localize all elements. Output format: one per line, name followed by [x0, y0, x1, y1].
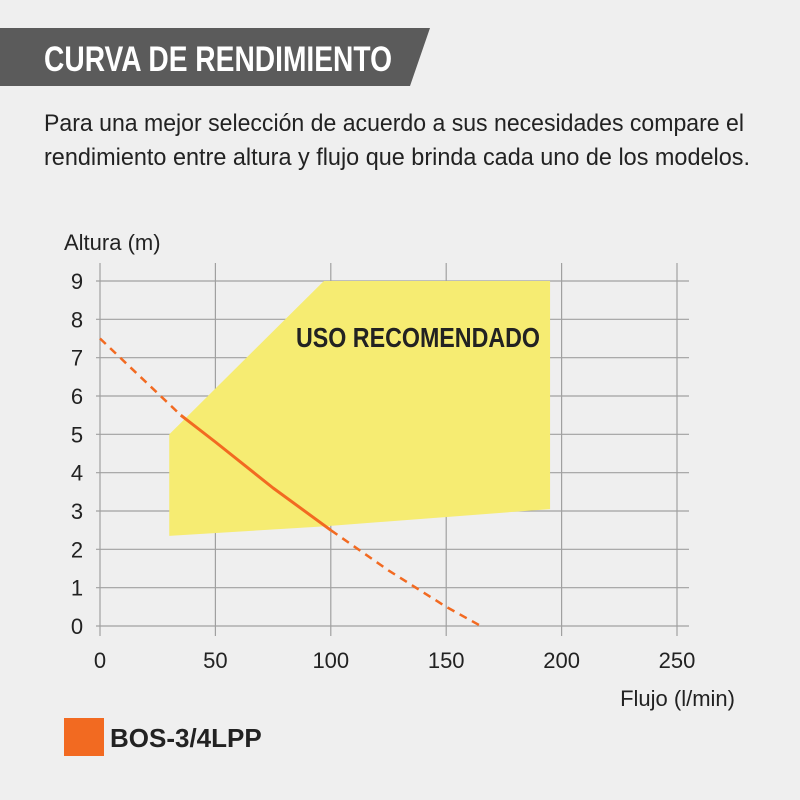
y-tick-label: 3 — [71, 499, 83, 524]
x-tick-label: 150 — [428, 648, 465, 673]
title-banner — [0, 28, 430, 86]
y-tick-label: 5 — [71, 422, 83, 447]
series-dashed-end — [330, 529, 482, 628]
description-line-2: rendimiento entre altura y flujo que bri… — [44, 144, 750, 171]
y-axis-label: Altura (m) — [64, 230, 161, 255]
series-dashed-start — [99, 337, 182, 417]
x-axis-label: Flujo (l/min) — [620, 686, 735, 711]
x-tick-label: 50 — [203, 648, 227, 673]
description-line-1: Para una mejor selección de acuerdo a su… — [44, 110, 744, 137]
y-tick-label: 8 — [71, 307, 83, 332]
y-tick-label: 6 — [71, 384, 83, 409]
legend-swatch — [64, 718, 104, 756]
y-tick-label: 4 — [71, 461, 83, 486]
recommended-zone-group: USO RECOMENDADO — [169, 281, 551, 536]
x-tick-label: 100 — [312, 648, 349, 673]
series-group — [99, 337, 482, 628]
y-tick-label: 2 — [71, 537, 83, 562]
y-tick-labels: 0 1 2 3 4 5 6 7 8 9 — [71, 269, 83, 639]
x-tick-label: 0 — [94, 648, 106, 673]
recommended-zone-label: USO RECOMENDADO — [296, 322, 540, 353]
legend-label: BOS-3/4LPP — [110, 723, 262, 753]
x-tick-label: 250 — [659, 648, 696, 673]
y-tick-label: 9 — [71, 269, 83, 294]
y-tick-label: 0 — [71, 614, 83, 639]
recommended-zone — [169, 281, 551, 536]
x-tick-labels: 0 50 100 150 200 250 — [94, 648, 695, 673]
y-tick-label: 1 — [71, 576, 83, 601]
page-title: CURVA DE RENDIMIENTO — [44, 40, 392, 79]
series-solid-line — [179, 413, 332, 532]
y-tick-label: 7 — [71, 346, 83, 371]
x-tick-label: 200 — [543, 648, 580, 673]
